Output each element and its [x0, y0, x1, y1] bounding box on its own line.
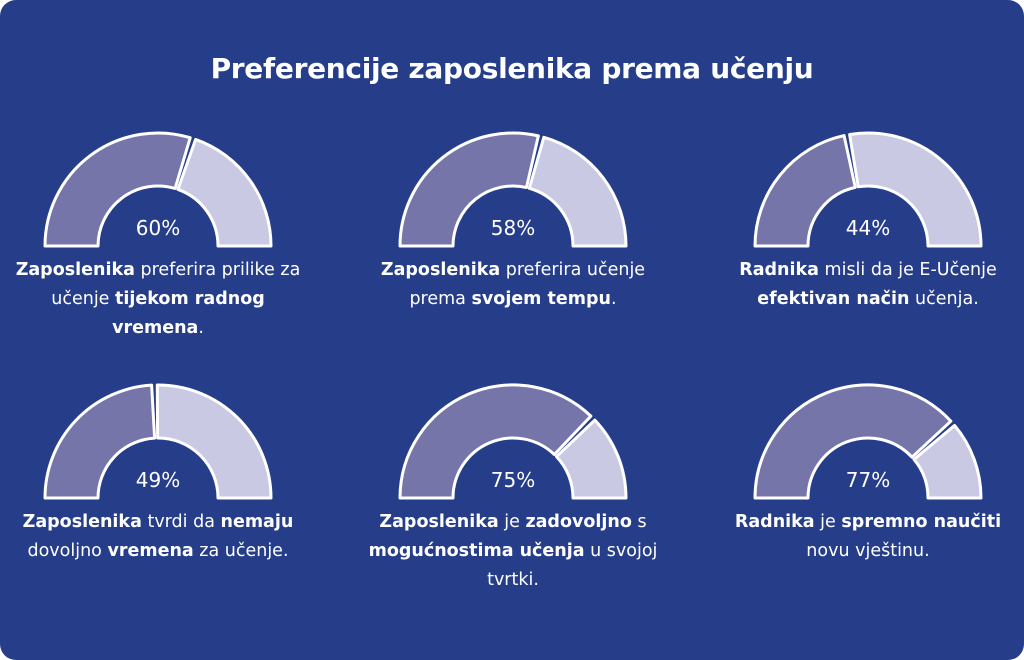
- gauge-chart: [363, 380, 663, 510]
- gauge-percentage-label: 77%: [845, 468, 891, 492]
- gauge-percentage-label: 58%: [490, 216, 536, 240]
- gauge-filled-segment: [753, 134, 857, 248]
- caption-text: u svojoj tvrtki.: [487, 541, 658, 590]
- gauge-chart: [8, 128, 308, 258]
- gauge-remaining-segment: [848, 131, 983, 248]
- caption-emphasis: tijekom radnog vremena: [112, 289, 265, 338]
- caption-text: preferira prilike za učenje: [51, 260, 301, 309]
- caption-emphasis: zadovoljno: [525, 512, 632, 532]
- gauge-caption: Zaposlenika je zadovoljno s mogućnostima…: [363, 508, 663, 595]
- caption-text: je: [498, 512, 526, 532]
- caption-text: .: [198, 318, 204, 338]
- gauge-remaining-segment: [176, 137, 273, 248]
- gauge-chart: [8, 380, 308, 510]
- caption-emphasis: svojem tempu: [471, 289, 611, 309]
- gauge-remaining-segment: [912, 423, 983, 500]
- gauge-filled-segment: [398, 131, 540, 248]
- caption-emphasis: Radnika: [739, 260, 819, 280]
- caption-emphasis: Radnika: [734, 512, 815, 532]
- gauge-chart: [718, 128, 1018, 258]
- caption-text: novu vještinu.: [806, 541, 930, 561]
- gauge-caption: Radnika je spremno naučiti novu vještinu…: [718, 508, 1018, 566]
- gauge-svg: [398, 131, 628, 248]
- caption-text: tvrdi da: [141, 512, 221, 532]
- gauge-caption: Zaposlenika tvrdi da nemaju dovoljno vre…: [8, 508, 308, 566]
- gauge-remaining-segment: [554, 418, 628, 500]
- gauge-filled-segment: [398, 383, 593, 500]
- caption-emphasis: vremena: [107, 541, 194, 561]
- caption-emphasis: Zaposlenika: [380, 260, 501, 280]
- gauge-percentage-label: 75%: [490, 468, 536, 492]
- caption-text: je: [814, 512, 842, 532]
- gauge-svg: [43, 131, 273, 248]
- gauge-filled-segment: [43, 131, 192, 248]
- page-title: Preferencije zaposlenika prema učenju: [210, 52, 814, 85]
- gauge-caption: Radnika misli da je E-Učenje efektivan n…: [718, 256, 1018, 314]
- gauge-filled-segment: [753, 383, 953, 500]
- gauge-svg: [753, 131, 983, 248]
- gauge-remaining-segment: [527, 135, 628, 248]
- gauge-filled-segment: [43, 383, 157, 500]
- caption-text: .: [610, 289, 617, 309]
- gauge-chart: [363, 128, 663, 258]
- caption-emphasis: spremno naučiti: [841, 512, 1002, 532]
- caption-emphasis: Zaposlenika: [379, 512, 499, 532]
- caption-text: preferira učenje prema: [409, 260, 646, 309]
- caption-text: s: [631, 512, 647, 532]
- gauge-svg: [753, 383, 983, 500]
- gauge-percentage-label: 44%: [845, 216, 891, 240]
- caption-text: misli da je E-Učenje: [818, 260, 997, 280]
- caption-text: za učenje.: [193, 541, 289, 561]
- gauge-caption: Zaposlenika preferira prilike za učenje …: [8, 256, 308, 343]
- caption-text: dovoljno: [27, 541, 108, 561]
- caption-emphasis: efektivan način: [757, 289, 910, 309]
- gauge-caption: Zaposlenika preferira učenje prema svoje…: [363, 256, 663, 314]
- gauge-chart: [718, 380, 1018, 510]
- gauge-remaining-segment: [155, 383, 273, 500]
- caption-emphasis: mogućnostima učenja: [368, 541, 585, 561]
- caption-text: učenja.: [909, 289, 979, 309]
- gauge-svg: [398, 383, 628, 500]
- caption-emphasis: Zaposlenika: [15, 260, 135, 280]
- gauge-percentage-label: 60%: [135, 216, 181, 240]
- gauge-percentage-label: 49%: [135, 468, 181, 492]
- caption-emphasis: Zaposlenika: [22, 512, 142, 532]
- caption-emphasis: nemaju: [220, 512, 294, 532]
- gauge-svg: [43, 383, 273, 500]
